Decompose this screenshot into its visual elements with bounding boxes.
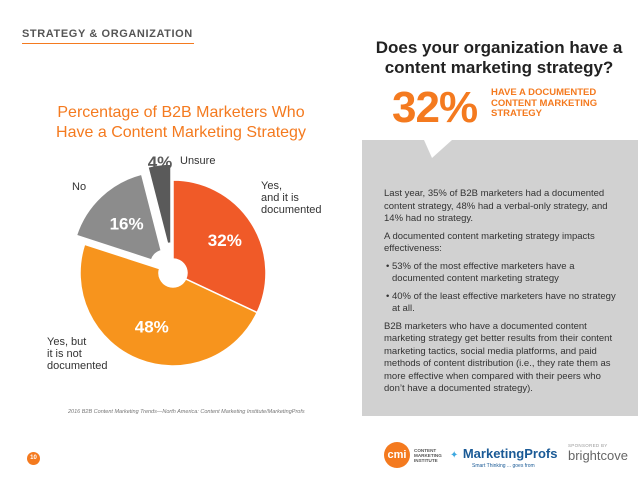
chart-title-line-2: Have a Content Marketing Strategy [56, 124, 306, 141]
page-number: 10 [27, 452, 40, 465]
slice-value-label: 4% [148, 153, 173, 172]
chart-title: Percentage of B2B Marketers Who Have a C… [20, 103, 342, 143]
slice-category-label: and it is [261, 192, 299, 204]
section-divider [22, 43, 194, 44]
pie-slice [79, 243, 259, 367]
source-note: 2016 B2B Content Marketing Trends—North … [68, 409, 305, 415]
pie-slice [172, 179, 267, 314]
body-paragraph-2: A documented content marketing strategy … [384, 230, 595, 255]
slice-category-label: Unsure [180, 155, 215, 167]
body-bullet: • 40% of the least effective marketers h… [386, 290, 616, 315]
brightcove-name: brightcove [568, 448, 628, 463]
sponsor-label: SPONSORED BY [568, 443, 608, 448]
cmi-logo-text: CONTENT MARKETING INSTITUTE [414, 448, 442, 463]
callout-label: HAVE A DOCUMENTED CONTENT MARKETING STRA… [491, 87, 598, 119]
slice-value-label: 48% [135, 318, 169, 337]
body-panel [362, 140, 638, 416]
bird-icon: ✦ [450, 450, 459, 461]
body-text: Last year, 35% of B2B marketers had a do… [384, 188, 624, 401]
slice-category-label: documented [261, 204, 322, 216]
callout-panel [362, 0, 638, 140]
body-paragraph-1: Last year, 35% of B2B marketers had a do… [384, 188, 608, 224]
cmi-logo-mark: cmi [384, 442, 410, 468]
marketingprofs-tagline: Smart Thinking ... goes from [472, 463, 535, 469]
slice-category-label: No [72, 181, 86, 193]
pie-slice [146, 163, 172, 245]
cmi-logo-text-line: CONTENT [414, 447, 437, 453]
body-bullet-list: • 53% of the most effective marketers ha… [384, 261, 624, 316]
cmi-logo-text-line: INSTITUTE [414, 457, 438, 463]
section-header: STRATEGY & ORGANIZATION [22, 28, 193, 40]
slice-category-label: documented [47, 360, 108, 372]
slice-value-label: 32% [208, 231, 242, 250]
slice-category-label: Yes, but [47, 336, 86, 348]
callout-question: Does your organization have a content ma… [375, 38, 623, 77]
pie-slice [75, 173, 163, 261]
slice-category-label: Yes, [261, 180, 282, 192]
body-paragraph-3: B2B marketers who have a documented cont… [384, 320, 613, 395]
chart-title-line-1: Percentage of B2B Marketers Who [57, 104, 305, 121]
brightcove-logo: SPONSORED BY brightcove [568, 443, 628, 463]
cmi-logo-text-line: MARKETING [414, 452, 442, 458]
callout-value: 32% [392, 83, 478, 132]
cmi-logo: cmi CONTENT MARKETING INSTITUTE [384, 442, 442, 468]
slice-value-label: 16% [110, 215, 144, 234]
body-bullet: • 53% of the most effective marketers ha… [386, 260, 575, 285]
marketingprofs-name: MarketingProfs [462, 446, 558, 461]
marketingprofs-logo: ✦ MarketingProfs Smart Thinking ... goes… [450, 445, 557, 469]
speech-bubble-notch [424, 140, 452, 158]
slice-category-label: it is not [47, 348, 82, 360]
